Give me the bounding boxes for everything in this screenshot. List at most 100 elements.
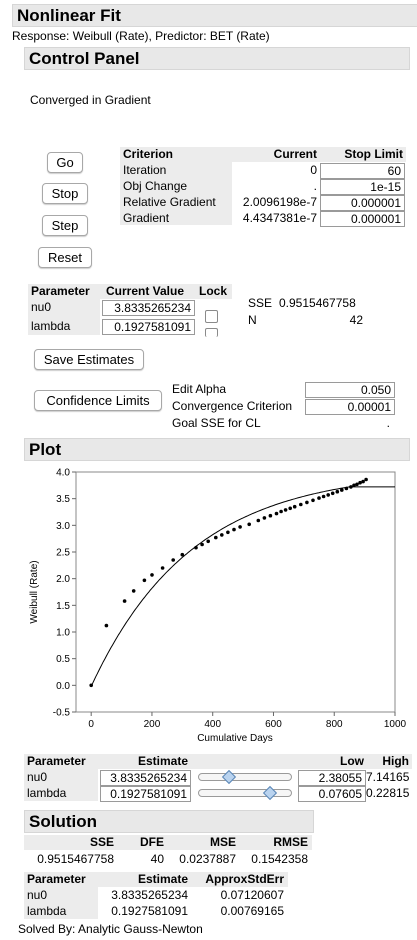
data-point (89, 683, 93, 688)
data-point (330, 491, 335, 496)
nu0-current-value-field[interactable]: 3.8335265234 (102, 300, 195, 316)
goal-sse-label: Goal SSE for CL (172, 416, 261, 430)
y-tick-label: 3.0 (56, 521, 70, 532)
dfe-header: DFE (140, 835, 164, 849)
data-point (283, 508, 288, 512)
lambda-estimate-field[interactable]: 0.1927581091 (100, 786, 191, 802)
data-point (349, 485, 353, 489)
convergence-criterion-field[interactable]: 0.00001 (305, 399, 395, 415)
solution-title[interactable]: Solution (24, 810, 314, 833)
data-point (160, 566, 165, 570)
param-name: lambda (31, 319, 71, 333)
sse-header: SSE (89, 835, 114, 849)
x-axis-label: Cumulative Days (197, 733, 273, 744)
confidence-limits-button[interactable]: Confidence Limits (34, 390, 162, 411)
data-point (232, 527, 236, 532)
y-tick-label: 2.0 (56, 574, 70, 585)
mse-value: 0.0237887 (179, 852, 236, 866)
nu0-slider-thumb[interactable] (221, 769, 236, 785)
estimate-header: Estimate (137, 872, 188, 886)
x-tick-label: 0 (88, 719, 94, 730)
data-point (226, 530, 230, 535)
data-point (180, 552, 185, 557)
convergence-status: Converged in Gradient (30, 93, 151, 107)
approx-std-err-header: ApproxStdErr (205, 872, 284, 886)
mse-header: MSE (209, 835, 236, 849)
nu0-estimate-field[interactable]: 3.8335265234 (100, 770, 191, 786)
criterion-name: Iteration (123, 163, 167, 177)
data-point (131, 589, 136, 593)
high-header: High (382, 754, 409, 768)
data-point (279, 509, 283, 514)
lambda-slider[interactable] (198, 785, 292, 801)
param-estimate: 3.8335265234 (111, 888, 188, 902)
data-point (142, 578, 147, 583)
go-button[interactable]: Go (47, 152, 83, 173)
data-point (206, 539, 210, 544)
x-tick-label: 200 (144, 719, 161, 730)
criterion-header: Criterion (123, 147, 174, 161)
data-point (340, 488, 344, 492)
iteration-limit-field[interactable]: 60 (320, 163, 405, 179)
convergence-criterion-label: Convergence Criterion (172, 399, 293, 413)
estimate-header: Estimate (137, 754, 188, 768)
sse-value: 0.9515467758 (279, 296, 356, 310)
data-point (194, 545, 198, 550)
data-point (256, 518, 261, 523)
lambda-high-value: 0.22815 (366, 786, 410, 800)
plot-frame (75, 471, 396, 713)
data-point (122, 599, 127, 603)
lambda-slider-thumb[interactable] (262, 785, 277, 801)
data-point (311, 498, 315, 503)
y-tick-label: -0.5 (53, 708, 71, 719)
param-stderr: 0.07120607 (220, 888, 284, 902)
dfe-value: 40 (150, 852, 164, 866)
nu0-slider[interactable] (198, 769, 292, 785)
param-estimate: 0.1927581091 (111, 904, 188, 918)
save-estimates-button[interactable]: Save Estimates (34, 349, 144, 370)
parameter-header: Parameter (31, 284, 90, 298)
y-tick-label: 1.0 (56, 628, 70, 639)
nu0-low-field[interactable]: 2.38055 (298, 770, 366, 786)
current-header: Current (273, 147, 317, 161)
data-point (326, 493, 331, 497)
lambda-low-field[interactable]: 0.07605 (298, 786, 366, 802)
control-panel-title[interactable]: Control Panel (24, 47, 410, 70)
low-header: Low (340, 754, 364, 768)
data-point (317, 496, 321, 500)
obj-change-limit-field[interactable]: 1e-15 (320, 179, 405, 195)
y-tick-label: 3.5 (56, 494, 70, 505)
step-button[interactable]: Step (42, 215, 88, 236)
x-tick-label: 1000 (384, 719, 407, 730)
report-title[interactable]: Nonlinear Fit (12, 4, 417, 27)
lambda-lock-checkbox[interactable] (205, 328, 218, 337)
x-tick-label: 800 (326, 719, 343, 730)
sse-value: 0.9515467758 (37, 852, 114, 866)
parameter-header: Parameter (27, 754, 86, 768)
param-name: lambda (27, 786, 67, 800)
gradient-limit-field[interactable]: 0.000001 (320, 211, 405, 227)
fit-curve (90, 486, 395, 687)
sse-label: SSE (248, 296, 273, 310)
x-tick-label: 400 (204, 719, 221, 730)
y-tick-label: 2.5 (56, 548, 70, 559)
data-point (238, 525, 242, 529)
relative-gradient-limit-field[interactable]: 0.000001 (320, 195, 405, 211)
lock-header: Lock (199, 284, 228, 298)
data-point (364, 477, 368, 482)
data-point (355, 482, 359, 487)
data-point (200, 542, 204, 547)
data-point (335, 489, 340, 494)
nu0-lock-checkbox[interactable] (205, 310, 218, 323)
stop-button[interactable]: Stop (42, 183, 88, 204)
data-point (274, 511, 279, 516)
data-point (104, 623, 109, 628)
y-tick-label: 1.5 (56, 601, 70, 612)
lambda-current-value-field[interactable]: 0.1927581091 (102, 319, 195, 335)
data-point (247, 522, 251, 527)
plot-title[interactable]: Plot (24, 438, 410, 461)
edit-alpha-label: Edit Alpha (172, 382, 227, 396)
edit-alpha-field[interactable]: 0.050 (305, 382, 395, 398)
reset-button[interactable]: Reset (38, 247, 92, 268)
data-point (358, 480, 362, 485)
